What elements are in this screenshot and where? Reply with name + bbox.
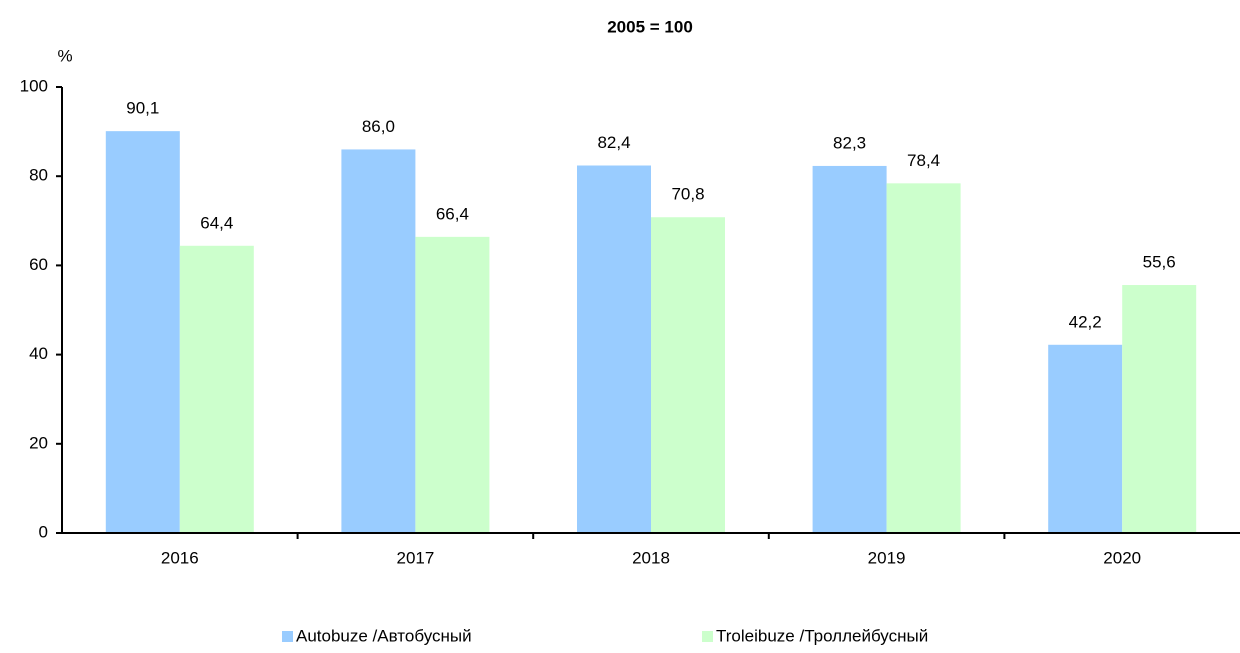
chart-title: 2005 = 100	[607, 17, 693, 36]
data-label: 78,4	[907, 151, 940, 170]
x-tick-label: 2020	[1103, 548, 1141, 567]
data-label: 64,4	[200, 213, 233, 232]
data-label: 90,1	[126, 99, 159, 118]
bar	[1122, 285, 1197, 533]
legend-label: Troleibuze /Троллейбусный	[716, 626, 928, 645]
bar	[886, 183, 961, 533]
bar	[415, 236, 490, 533]
bar	[1048, 344, 1123, 533]
legend-label: Autobuze /Автобусный	[296, 626, 472, 645]
y-tick-label: 100	[20, 76, 48, 95]
y-tick-label: 40	[29, 344, 48, 363]
legend-swatch	[702, 631, 713, 642]
data-label: 82,4	[597, 133, 630, 152]
data-label: 70,8	[671, 185, 704, 204]
x-tick-label: 2018	[632, 548, 670, 567]
bar	[179, 245, 254, 533]
y-tick-label: 20	[29, 433, 48, 452]
bar	[812, 165, 887, 533]
data-label: 66,4	[436, 204, 469, 223]
data-label: 82,3	[833, 133, 866, 152]
bar	[105, 131, 180, 534]
data-label: 86,0	[362, 117, 395, 136]
data-label: 42,2	[1069, 312, 1102, 331]
x-tick-label: 2019	[868, 548, 906, 567]
x-tick-label: 2017	[396, 548, 434, 567]
y-tick-label: 0	[39, 522, 48, 541]
bar	[341, 149, 416, 533]
x-tick-label: 2016	[161, 548, 199, 567]
legend-swatch	[282, 631, 293, 642]
y-axis-label: %	[57, 46, 72, 65]
y-tick-label: 80	[29, 166, 48, 185]
bar	[577, 165, 651, 533]
y-tick-label: 60	[29, 255, 48, 274]
data-label: 55,6	[1143, 253, 1176, 272]
bar	[651, 217, 725, 533]
